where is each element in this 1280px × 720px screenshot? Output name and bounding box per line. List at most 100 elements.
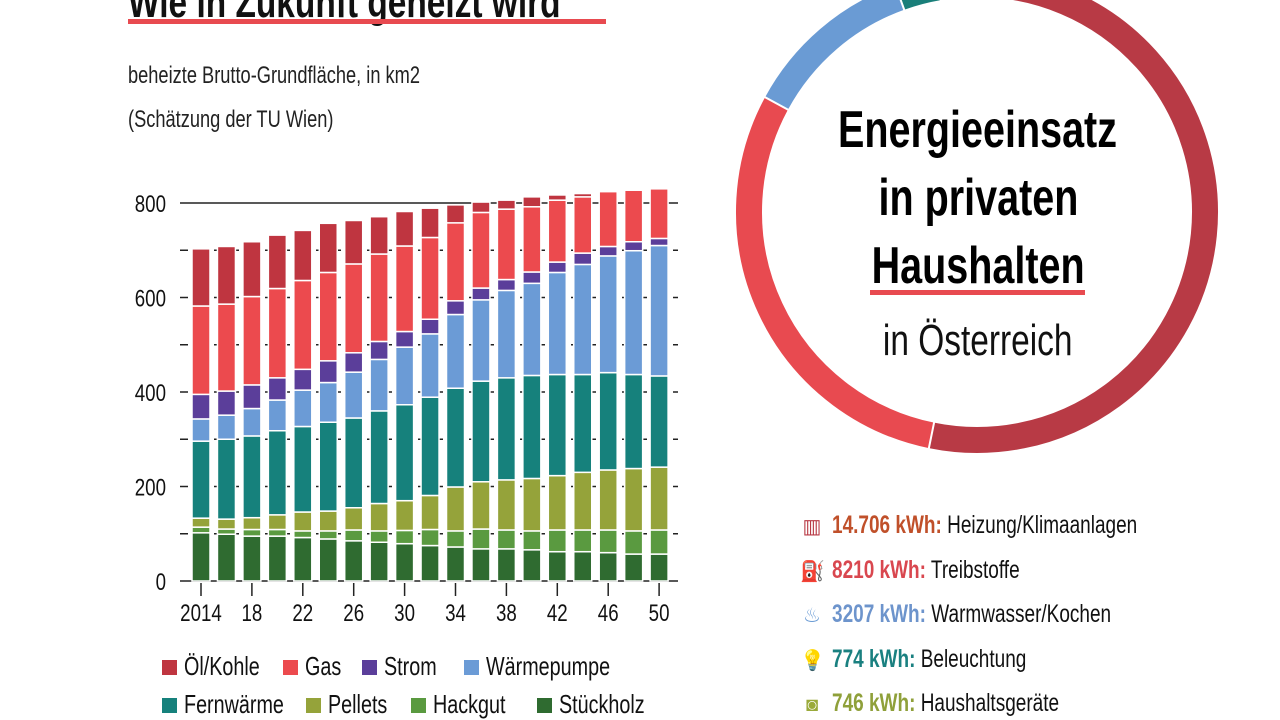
bar-segment-Hackgut	[471, 528, 491, 550]
bar-segment-Fernwärme	[522, 374, 542, 480]
bar-segment-Hackgut	[267, 528, 288, 537]
bar-segment-Pellets	[343, 507, 364, 531]
bar-segment-Hackgut	[649, 529, 669, 555]
bar-segment-Wärmepumpe	[623, 249, 644, 376]
bar-segment-Öl/Kohle	[496, 199, 517, 210]
bar-segment-Hackgut	[216, 528, 237, 535]
bar-segment-Gas	[496, 208, 517, 281]
bar-segment-Hackgut	[522, 530, 542, 551]
chart-subtitle: beheizte Brutto-Grundfläche, in km2	[128, 62, 420, 89]
bar-segment-Wärmepumpe	[267, 399, 288, 432]
donut-slice-Treibstoffe	[736, 97, 935, 449]
bar-segment-Pellets	[649, 466, 669, 531]
bar-segment-Gas	[191, 305, 211, 396]
bar-segment-Gas	[522, 206, 542, 273]
bar-segment-Öl/Kohle	[445, 204, 466, 224]
bar-segment-Pellets	[242, 516, 262, 531]
donut-legend-item: ◙ 746 kWh: Haushaltsgeräte	[800, 689, 1131, 718]
bar-segment-Stückholz	[623, 553, 644, 582]
bar-segment-Strom	[598, 245, 618, 257]
bar-segment-Öl/Kohle	[191, 248, 211, 307]
bar-segment-Fernwärme	[547, 373, 568, 477]
energy-category: Beleuchtung	[920, 644, 1027, 673]
bar-segment-Wärmepumpe	[369, 358, 389, 412]
legend-swatch	[411, 698, 426, 713]
x-tick-label: 22	[292, 600, 313, 627]
bar-segment-Gas	[242, 295, 262, 386]
bar-segment-Pellets	[369, 502, 389, 532]
bar-segment-Pellets	[318, 510, 338, 532]
bar-segment-Pellets	[598, 469, 618, 531]
bar-segment-Stückholz	[293, 536, 313, 582]
bar-segment-Wärmepumpe	[191, 418, 211, 442]
bar-segment-Fernwärme	[598, 371, 618, 471]
bar-segment-Stückholz	[496, 548, 517, 582]
bar-segment-Gas	[573, 196, 593, 254]
bar-segment-Fernwärme	[267, 429, 288, 516]
donut-slice-Heizung/Klimaanlagen	[928, 0, 1218, 453]
y-tick-label: 600	[135, 285, 166, 312]
energy-value: 14.706 kWh:	[832, 511, 942, 539]
bar-segment-Öl/Kohle	[471, 201, 491, 214]
radiator-icon: ▥	[802, 516, 822, 538]
bar-segment-Stückholz	[573, 550, 593, 582]
donut-legend-item: ⛽ 8210 kWh: Treibstoffe	[800, 556, 1079, 585]
bar-segment-Strom	[191, 393, 211, 420]
x-tick-label: 26	[343, 600, 364, 627]
x-tick-label: 50	[649, 600, 670, 627]
bar-segment-Öl/Kohle	[343, 219, 364, 265]
x-tick-label: 46	[598, 600, 619, 627]
bar-segment-Pellets	[293, 511, 313, 532]
x-tick-label: 30	[394, 600, 415, 627]
washing-machine-icon: ◙	[805, 694, 819, 716]
bar-segment-Strom	[293, 368, 313, 391]
bar-segment-Öl/Kohle	[547, 194, 568, 201]
donut-title-line-1: Energieeinsatz	[838, 101, 1118, 159]
legend-swatch	[537, 698, 552, 713]
bar-segment-Hackgut	[496, 529, 517, 550]
bar-segment-Fernwärme	[623, 373, 644, 470]
bar-segment-Gas	[369, 253, 389, 343]
bar-segment-Fernwärme	[369, 410, 389, 505]
bar-segment-Wärmepumpe	[343, 371, 364, 419]
bar-segment-Fernwärme	[471, 380, 491, 483]
bar-segment-Hackgut	[573, 529, 593, 553]
bar-segment-Pellets	[394, 499, 415, 532]
bar-segment-Gas	[547, 199, 568, 263]
bar-segment-Pellets	[573, 471, 593, 531]
bar-segment-Strom	[573, 252, 593, 266]
y-tick-label: 400	[135, 380, 166, 407]
bar-segment-Gas	[394, 245, 415, 333]
donut-slice-Warmwasser/Kochen	[765, 0, 905, 110]
donut-slice-divider	[927, 421, 936, 450]
bar-segment-Stückholz	[420, 544, 440, 582]
bar-segment-Pellets	[191, 517, 211, 528]
bar-segment-Stückholz	[547, 550, 568, 582]
bar-segment-Gas	[471, 211, 491, 289]
bar-segment-Gas	[318, 271, 338, 362]
x-tick-label: 38	[496, 600, 517, 627]
bar-segment-Strom	[420, 318, 440, 335]
bar-segment-Hackgut	[598, 529, 618, 554]
bar-segment-Öl/Kohle	[216, 245, 237, 305]
legend-item: Strom	[384, 651, 437, 681]
bar-segment-Öl/Kohle	[522, 196, 542, 208]
y-tick-label: 800	[135, 191, 166, 218]
energy-value: 3207 kWh:	[832, 600, 926, 628]
bar-segment-Öl/Kohle	[573, 192, 593, 198]
legend-swatch	[283, 660, 298, 675]
bar-segment-Stückholz	[598, 551, 618, 582]
title-underline	[128, 19, 606, 24]
bar-segment-Strom	[623, 240, 644, 252]
bar-segment-Pellets	[216, 518, 237, 530]
bar-segment-Hackgut	[547, 529, 568, 553]
y-tick-label: 0	[156, 569, 166, 596]
bar-segment-Stückholz	[267, 535, 288, 582]
legend-item: Fernwärme	[184, 689, 284, 719]
bar-segment-Fernwärme	[191, 440, 211, 519]
lightbulb-icon: 💡	[800, 649, 825, 672]
legend-swatch	[464, 660, 479, 675]
bar-segment-Wärmepumpe	[318, 381, 338, 423]
bar-segment-Öl/Kohle	[420, 207, 440, 239]
